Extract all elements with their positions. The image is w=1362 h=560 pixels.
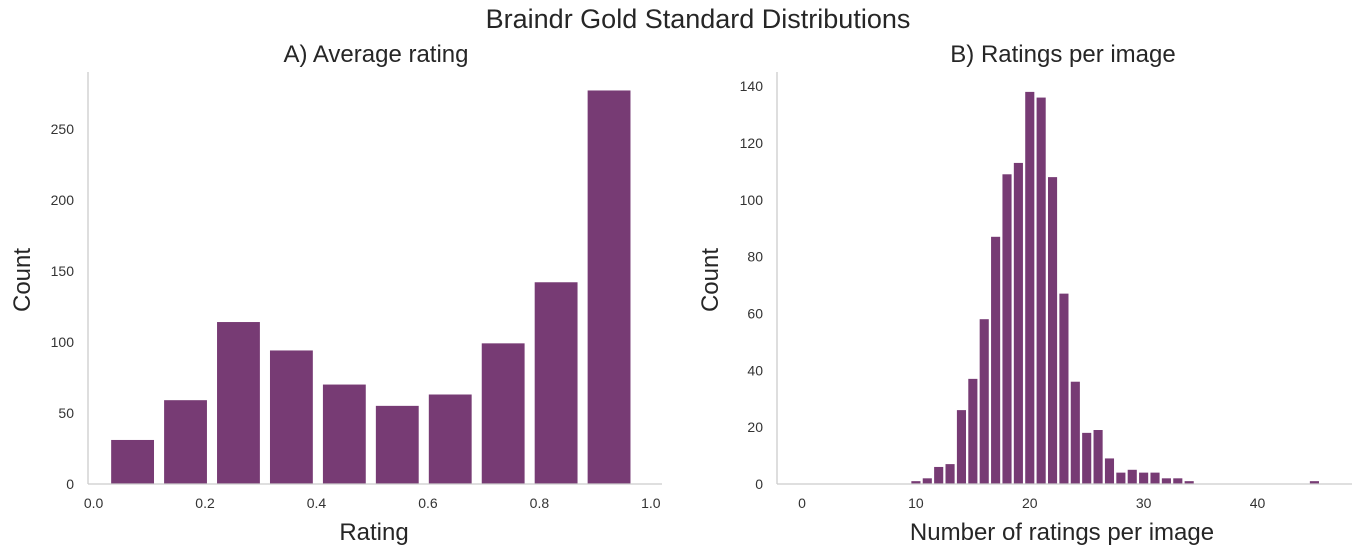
- panel-a-xtick-label: 0.8: [530, 495, 550, 511]
- panel-b-ytick-label: 20: [747, 419, 763, 435]
- panel-b-bar: [1025, 91, 1035, 484]
- panel-a-bar: [217, 322, 260, 484]
- panel-b-bar: [1127, 469, 1137, 484]
- panel-b-bar: [1036, 97, 1046, 484]
- panel-b-bar: [1047, 177, 1058, 484]
- panel-b-xtick-label: 20: [1022, 495, 1038, 511]
- panel-a-xtick-label: 1.0: [641, 495, 661, 511]
- panel-b-bar: [934, 466, 944, 484]
- panel-b-bar: [922, 478, 932, 484]
- panel-a-bar: [269, 350, 313, 484]
- panel-a-bar: [322, 384, 366, 484]
- panel-b-ratings-per-image: B) Ratings per image 0 10 20 30 40 0 20 40 60 80 1…: [697, 41, 1352, 546]
- panel-a-ytick-label: 50: [58, 405, 74, 421]
- panel-a-title: A) Average rating: [283, 41, 468, 68]
- panel-b-bar: [956, 410, 967, 484]
- panel-a-ytick-label: 100: [51, 334, 75, 350]
- panel-b-bar: [968, 378, 978, 484]
- panel-b-ytick-label: 40: [747, 362, 763, 378]
- panel-b-bar: [1082, 432, 1092, 484]
- figure-title: Braindr Gold Standard Distributions: [486, 4, 911, 34]
- panel-b-xtick-label: 30: [1136, 495, 1152, 511]
- panel-b-ytick-label: 140: [740, 78, 764, 94]
- panel-a-ylabel: Count: [9, 248, 36, 312]
- panel-a-bar: [164, 400, 207, 484]
- panel-b-bar: [1070, 381, 1080, 484]
- panel-a-ytick-label: 250: [51, 121, 75, 137]
- panel-a-average-rating: A) Average rating 0.0 0.2 0.4 0.6 0.8 1.0 0 50 1…: [9, 41, 662, 546]
- panel-b-ytick-label: 80: [747, 249, 763, 265]
- panel-b-bars: [911, 91, 1319, 485]
- panel-b-ticks: 0 10 20 30 40 0 20 40 60 80 100 120 140: [740, 78, 1266, 511]
- panel-b-bar: [1116, 472, 1126, 484]
- panel-a-ytick-label: 150: [51, 263, 75, 279]
- panel-a-ticks: 0.0 0.2 0.4 0.6 0.8 1.0 0 50 100 150 200 250: [51, 121, 661, 511]
- panel-b-xlabel: Number of ratings per image: [910, 519, 1214, 546]
- panel-b-xtick-label: 0: [798, 495, 806, 511]
- panel-a-bar: [111, 439, 155, 484]
- panel-a-xlabel: Rating: [339, 519, 408, 546]
- panel-b-bar: [1013, 162, 1023, 485]
- panel-b-ytick-label: 60: [747, 306, 763, 322]
- panel-b-bar: [1002, 174, 1012, 485]
- panel-a-bar: [375, 405, 419, 484]
- panel-a-xtick-label: 0.6: [418, 495, 438, 511]
- panel-a-bar: [587, 90, 631, 484]
- panel-b-bar: [1161, 478, 1171, 484]
- panel-b-bar: [1184, 481, 1194, 484]
- panel-a-bar: [534, 282, 578, 484]
- panel-b-bar: [1104, 458, 1115, 484]
- panel-a-ytick-label: 200: [51, 192, 75, 208]
- panel-b-bar: [1093, 430, 1103, 484]
- panel-b-bar: [911, 481, 921, 484]
- panel-a-xtick-label: 0.2: [195, 495, 215, 511]
- panel-b-bar: [1059, 293, 1069, 484]
- panel-a-bars: [111, 90, 631, 484]
- panel-b-bar: [979, 319, 989, 484]
- panel-b-bar: [945, 464, 955, 484]
- panel-b-bar: [1309, 481, 1319, 484]
- panel-b-ylabel: Count: [697, 248, 724, 312]
- panel-b-bar: [1139, 472, 1149, 484]
- panel-a-xtick-label: 0.0: [84, 495, 104, 511]
- panel-b-ytick-label: 0: [755, 476, 763, 492]
- panel-b-xtick-label: 10: [908, 495, 924, 511]
- panel-a-xtick-label: 0.4: [307, 495, 327, 511]
- panel-b-title: B) Ratings per image: [950, 41, 1175, 68]
- panel-b-ytick-label: 100: [740, 192, 764, 208]
- panel-b-bar: [1150, 472, 1160, 484]
- panel-b-bar: [991, 236, 1001, 484]
- panel-a-bar: [428, 394, 472, 484]
- panel-a-bar: [481, 343, 525, 484]
- panel-b-bar: [1173, 478, 1183, 484]
- panel-a-ytick-label: 0: [66, 476, 74, 492]
- panel-b-xtick-label: 40: [1250, 495, 1266, 511]
- panel-b-ytick-label: 120: [740, 135, 764, 151]
